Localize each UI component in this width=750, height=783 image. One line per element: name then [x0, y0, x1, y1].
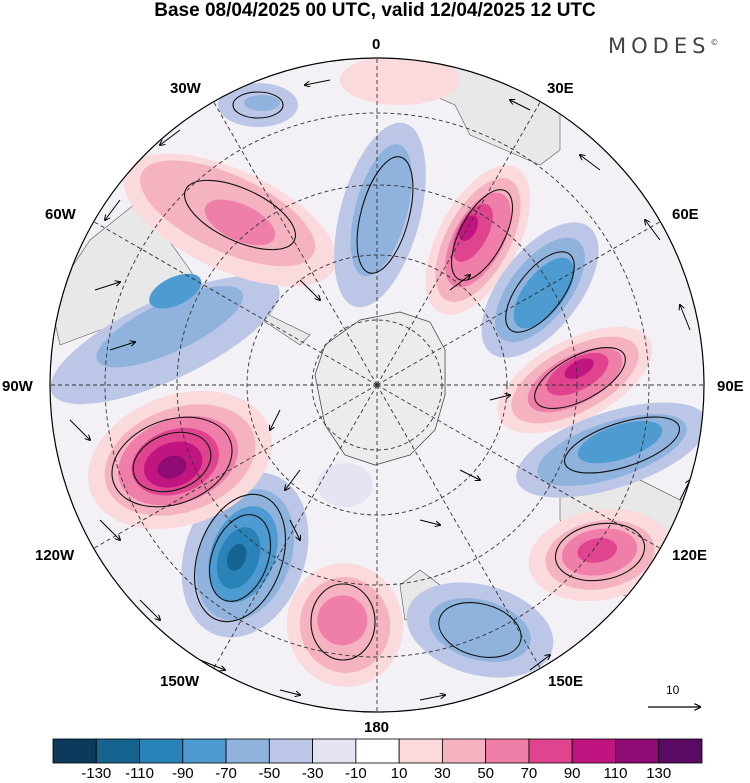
label-lon-60e: 60E [672, 206, 699, 223]
colorbar-tick-label: 70 [520, 765, 538, 782]
colorbar-tick-label: -50 [258, 765, 281, 782]
colorbar-tick-label: 10 [390, 765, 408, 782]
label-lon-0: 0 [372, 36, 381, 53]
colorbar-tick-label: -70 [215, 765, 237, 782]
colorbar-swatch [139, 738, 184, 764]
label-lon-150w: 150W [160, 673, 200, 690]
label-lon-120e: 120E [672, 547, 708, 564]
colorbar-swatch [485, 738, 530, 764]
colorbar-swatch [268, 738, 314, 764]
antarctica-outline [314, 311, 446, 466]
label-lon-90w: 90W [2, 378, 33, 395]
colorbar-tick-label: 110 [603, 765, 628, 782]
colorbar-swatch [312, 738, 357, 764]
label-lon-60w: 60W [45, 206, 76, 223]
brand-text: MODES [608, 34, 711, 58]
label-lon-30e: 30E [547, 80, 574, 97]
colorbar-tick-label: -110 [125, 765, 154, 782]
modes-logo: MODES© [608, 34, 718, 58]
colorbar-swatch [225, 738, 270, 764]
colorbar-swatch [615, 738, 660, 764]
label-lon-180: 180 [364, 719, 390, 736]
colorbar-tick-label: 130 [646, 765, 672, 782]
colorbar-swatch [398, 738, 443, 764]
colorbar-swatch [528, 738, 573, 764]
vector-reference-label: 10 [666, 683, 680, 697]
colorbar-swatch [441, 738, 487, 764]
colorbar-tick-label: 30 [434, 765, 451, 782]
map-boundary [49, 57, 705, 713]
graticule [50, 58, 704, 712]
label-lon-150e: 150E [548, 673, 584, 690]
colorbar-tick-label: 50 [477, 765, 494, 782]
colorbar-tick-label: -130 [81, 765, 112, 782]
colorbar-tick-label: -90 [171, 765, 194, 782]
colorbar-swatch [355, 738, 400, 764]
anomaly-cells [50, 58, 704, 687]
map-title: Base 08/04/2025 00 UTC, valid 12/04/2025… [154, 0, 596, 21]
colorbar-tick-label: -10 [345, 765, 367, 782]
colorbar-swatch [182, 738, 227, 764]
label-lon-30w: 30W [170, 80, 201, 97]
wind-vectors [69, 79, 690, 701]
streamlines [111, 91, 681, 661]
colorbar-tick-label: -30 [301, 765, 324, 782]
colorbar [52, 738, 703, 764]
copyright-mark: © [710, 38, 719, 47]
colorbar-swatch [52, 738, 97, 764]
label-lon-90e: 90E [717, 378, 744, 395]
label-lon-120w: 120W [35, 547, 75, 564]
colorbar-swatch [571, 738, 616, 764]
colorbar-swatch [95, 738, 140, 764]
colorbar-swatch [658, 738, 703, 764]
colorbar-tick-label: 90 [563, 765, 581, 782]
